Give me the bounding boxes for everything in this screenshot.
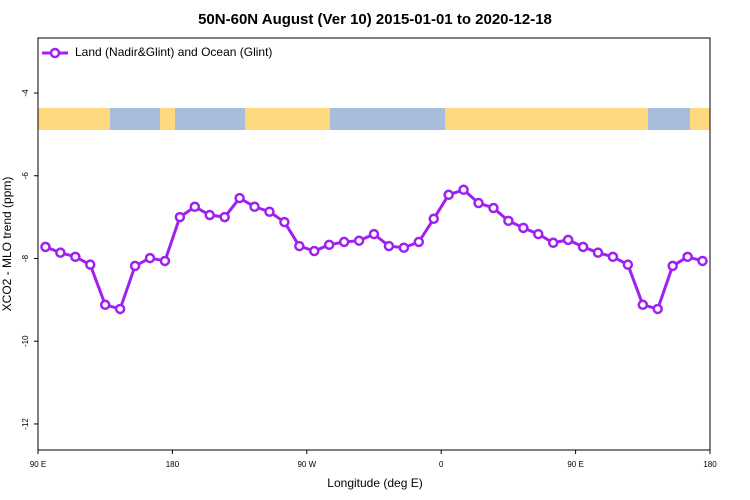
data-point	[607, 251, 619, 263]
data-point	[279, 216, 290, 228]
legend-marker	[49, 47, 61, 59]
data-point	[458, 184, 469, 196]
x-tick-label: 180	[166, 460, 180, 469]
data-point	[99, 299, 111, 311]
data-point	[189, 201, 201, 213]
y-tick-label: -10	[21, 335, 30, 347]
data-point	[652, 303, 663, 315]
legend: Land (Nadir&Glint) and Ocean (Glint)	[42, 45, 272, 59]
data-point	[383, 240, 395, 252]
data-point	[40, 241, 51, 253]
data-point	[204, 209, 215, 221]
data-point	[249, 201, 260, 213]
data-point	[323, 239, 335, 251]
data-point	[577, 241, 589, 253]
data-point	[428, 213, 439, 225]
data-point	[294, 240, 305, 252]
data-point	[562, 234, 574, 246]
data-point	[398, 242, 410, 253]
y-tick-label: -6	[21, 172, 30, 180]
x-tick-label: 180	[703, 460, 717, 469]
data-point	[518, 222, 529, 234]
map-strip	[38, 108, 710, 130]
data-point	[667, 260, 678, 272]
data-point	[503, 215, 514, 227]
y-tick-label: -8	[21, 254, 30, 262]
data-point	[129, 260, 141, 272]
data-point	[159, 255, 171, 267]
x-tick-label: 90 W	[297, 460, 316, 469]
data-point	[114, 303, 126, 315]
data-point	[338, 236, 350, 248]
data-point	[70, 251, 81, 263]
data-point	[443, 189, 454, 201]
data-point	[144, 252, 156, 264]
data-point	[533, 228, 544, 240]
data-point	[309, 245, 320, 257]
legend-label: Land (Nadir&Glint) and Ocean (Glint)	[75, 45, 272, 59]
x-tick-label: 90 E	[567, 460, 583, 469]
data-point	[219, 211, 230, 223]
x-tick-label: 0	[439, 460, 444, 469]
data-point	[488, 202, 499, 214]
y-tick-label: -12	[21, 418, 30, 430]
data-point	[592, 247, 604, 258]
data-point	[697, 255, 708, 267]
data-point	[547, 237, 559, 249]
data-point	[682, 251, 693, 263]
data-point	[55, 247, 66, 258]
y-tick-label: -4	[21, 89, 30, 97]
data-point	[368, 228, 380, 240]
data-point	[353, 235, 365, 246]
series-line	[44, 188, 703, 311]
data-point	[413, 236, 425, 248]
x-axis-label: Longitude (deg E)	[327, 476, 422, 490]
data-point	[622, 259, 634, 270]
data-point	[473, 197, 484, 209]
plot-frame	[37, 37, 711, 451]
data-point	[637, 299, 649, 311]
data-point	[174, 211, 186, 223]
data-point	[85, 259, 96, 270]
data-point	[264, 206, 275, 217]
y-axis-label: XCO2 - MLO trend (ppm)	[0, 177, 14, 312]
data-point	[234, 192, 245, 204]
x-tick-label: 90 E	[30, 460, 46, 469]
chart-title: 50N-60N August (Ver 10) 2015-01-01 to 20…	[198, 11, 552, 28]
